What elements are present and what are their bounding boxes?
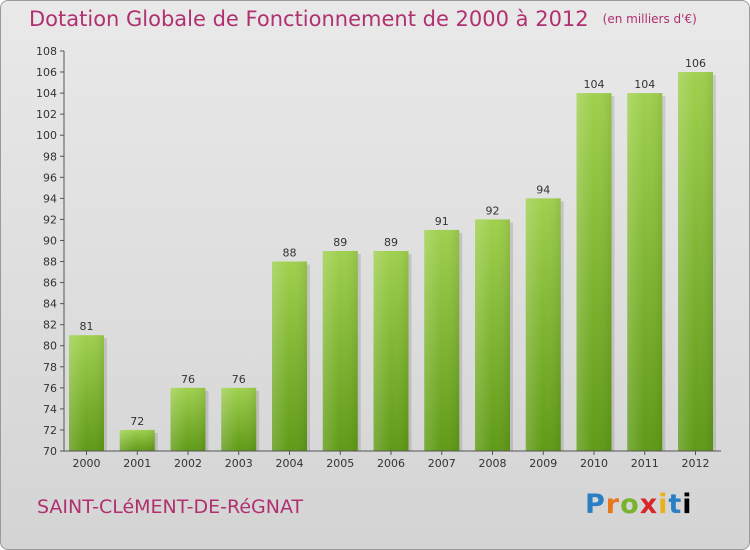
bar-highlight	[272, 261, 307, 451]
commune-name: SAINT-CLéMENT-DE-RéGNAT	[37, 496, 304, 518]
x-tick-label: 2002	[174, 457, 202, 470]
bar-value-label: 104	[584, 78, 605, 91]
x-tick-label: 2009	[529, 457, 557, 470]
bar-highlight	[322, 251, 358, 451]
x-tick-label: 2000	[73, 457, 101, 470]
bar-highlight	[69, 335, 104, 451]
bar-value-label: 72	[130, 415, 144, 428]
bar-value-label: 94	[536, 183, 550, 196]
bar-value-label: 76	[232, 373, 246, 386]
y-tick-label: 78	[43, 361, 57, 374]
y-tick-label: 90	[43, 234, 57, 247]
bar-highlight	[475, 219, 510, 451]
y-tick-label: 96	[43, 171, 57, 184]
y-tick-label: 94	[43, 192, 57, 205]
chart-subtitle: (en milliers d'€)	[602, 12, 697, 26]
bar-highlight	[221, 387, 257, 451]
y-tick-label: 76	[43, 382, 57, 395]
y-tick-label: 106	[36, 66, 57, 79]
x-tick-label: 2007	[428, 457, 456, 470]
bar-value-label: 106	[685, 57, 706, 70]
y-tick-label: 104	[36, 87, 57, 100]
bars-group: 81 72 76 76 88 89 89 91 92 94 104 104 106	[69, 57, 716, 452]
y-tick-label: 74	[43, 403, 57, 416]
bar-highlight	[576, 93, 612, 452]
x-tick-label: 2010	[580, 457, 608, 470]
bar-highlight	[678, 72, 713, 451]
y-tick-label: 88	[43, 256, 57, 269]
x-tick-label: 2006	[377, 457, 405, 470]
y-tick-label: 84	[43, 298, 57, 311]
y-tick-label: 98	[43, 150, 57, 163]
x-tick-label: 2011	[631, 457, 659, 470]
bar-value-label: 91	[435, 215, 449, 228]
bar-highlight	[119, 429, 155, 451]
bar-value-label: 81	[80, 320, 94, 333]
x-tick-label: 2001	[123, 457, 151, 470]
y-axis: 70 72 74 76 78 80 82 84 86 88 90 92 94 96 98 100 102 104 1…	[36, 45, 65, 458]
x-tick-label: 2005	[326, 457, 354, 470]
bar-value-label: 89	[384, 236, 398, 249]
proxiti-logo: Proxiti	[585, 489, 693, 520]
y-tick-label: 102	[36, 108, 57, 121]
y-tick-label: 100	[36, 129, 57, 142]
chart-title-text: Dotation Globale de Fonctionnement de 20…	[29, 7, 589, 31]
bar-value-label: 92	[486, 204, 500, 217]
y-tick-label: 92	[43, 213, 57, 226]
bar-value-label: 88	[283, 247, 297, 260]
chart-title: Dotation Globale de Fonctionnement de 20…	[29, 7, 697, 31]
bar-highlight	[373, 251, 409, 451]
y-tick-label: 108	[36, 45, 57, 58]
y-tick-label: 82	[43, 319, 57, 332]
x-tick-label: 2012	[682, 457, 710, 470]
x-axis: 2000 2001 2002 2003 2004 2005 2006 2007 2008 2009…	[64, 450, 721, 470]
x-tick-label: 2008	[479, 457, 507, 470]
bar-value-label: 76	[181, 373, 195, 386]
x-tick-label: 2003	[225, 457, 253, 470]
bar-highlight	[424, 229, 460, 451]
bar-highlight	[170, 387, 206, 451]
bar-value-label: 104	[634, 78, 655, 91]
y-tick-label: 80	[43, 340, 57, 353]
bar-value-label: 89	[333, 236, 347, 249]
y-tick-label: 70	[43, 445, 57, 458]
bar-highlight	[627, 93, 663, 452]
y-tick-label: 72	[43, 424, 57, 437]
x-tick-label: 2004	[276, 457, 304, 470]
bar-highlight	[525, 198, 561, 451]
y-tick-label: 86	[43, 277, 57, 290]
